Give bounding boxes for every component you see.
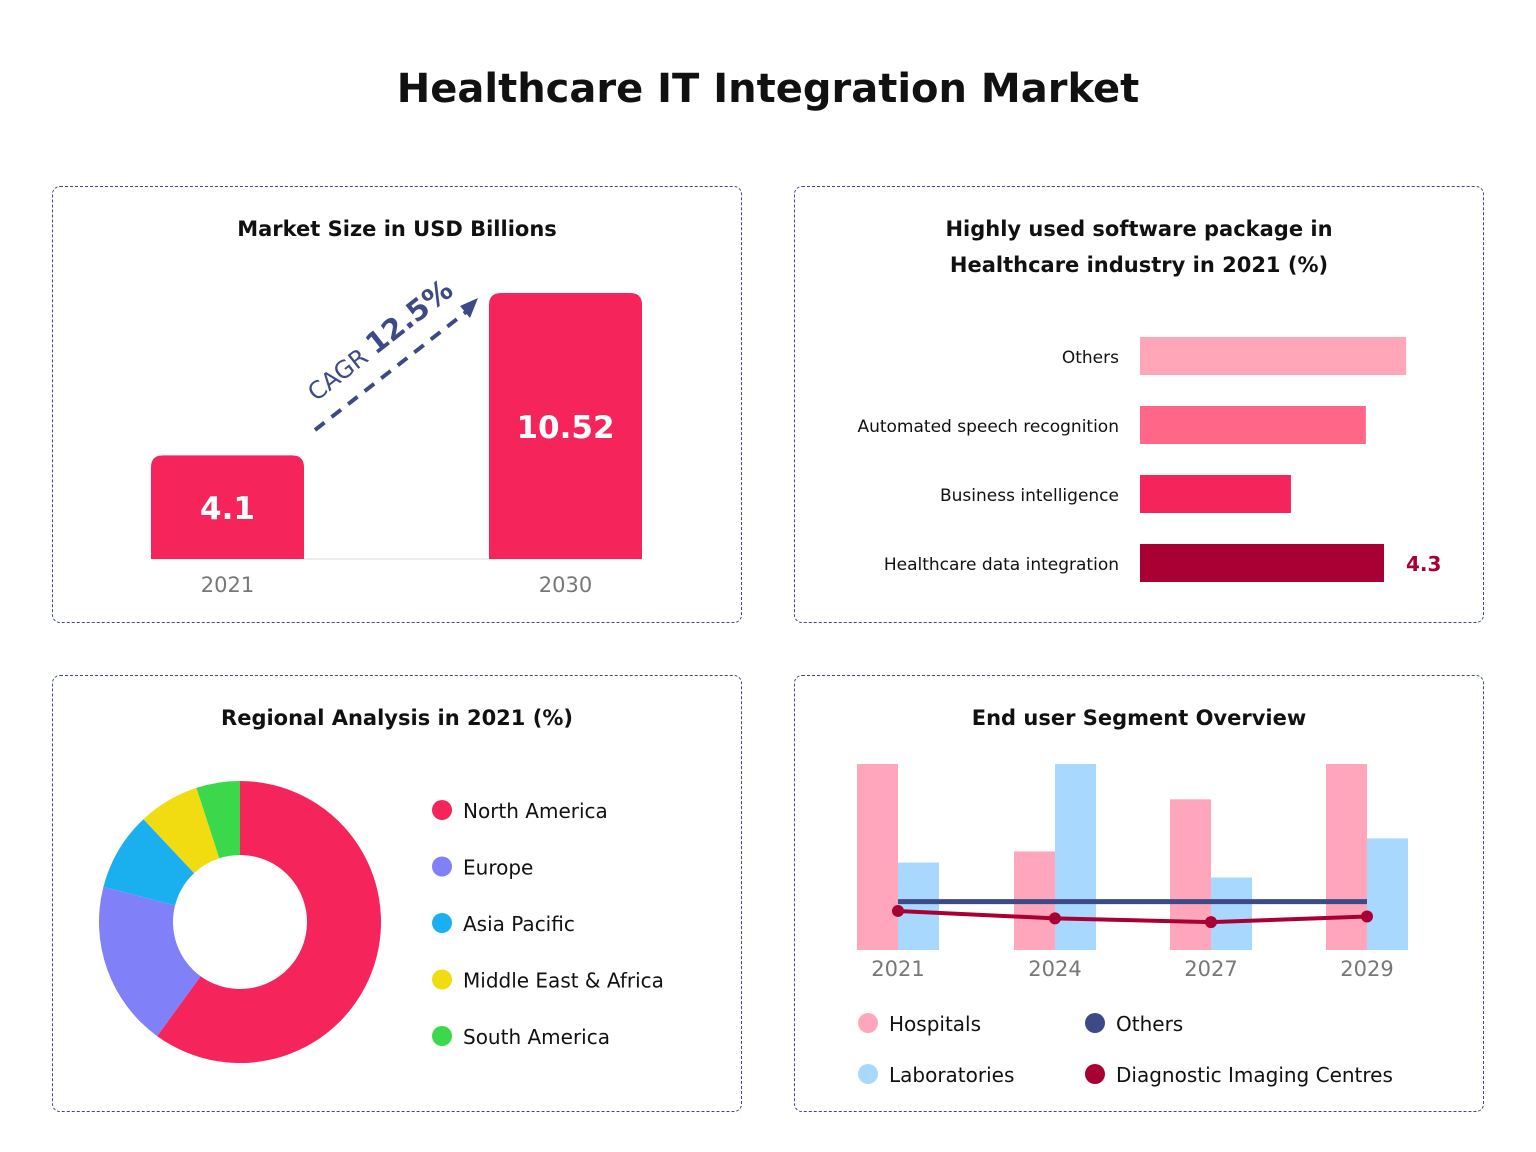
bar-Laboratories-2027 bbox=[1211, 877, 1252, 950]
bar-Hospitals-2027 bbox=[1170, 799, 1211, 950]
hbar-0 bbox=[1140, 337, 1407, 375]
legend-label: Others bbox=[1116, 1012, 1183, 1036]
category-label: Business intelligence bbox=[940, 486, 1119, 506]
legend-label: South America bbox=[463, 1025, 610, 1049]
bar-value-label: 10.52 bbox=[516, 410, 614, 446]
software-panel: Highly used software package in Healthca… bbox=[794, 186, 1484, 623]
legend-marker-icon bbox=[432, 913, 452, 933]
software-title-line1: Highly used software package in bbox=[945, 217, 1333, 241]
hbar-2 bbox=[1140, 475, 1291, 513]
legend-marker-icon bbox=[432, 1026, 452, 1046]
legend-marker-icon bbox=[432, 856, 452, 877]
line-point bbox=[1049, 912, 1061, 925]
bar-value-label: 4.1 bbox=[200, 491, 255, 527]
market-size-panel: Market Size in USD Billions bbox=[52, 186, 742, 623]
cagr-annotation: CAGR 12.5% bbox=[299, 272, 459, 407]
legend-label: North America bbox=[463, 799, 608, 823]
hbar-3 bbox=[1140, 544, 1384, 582]
end-user-title: End user Segment Overview bbox=[971, 706, 1307, 730]
software-title: Highly used software package in Healthca… bbox=[795, 211, 1483, 283]
legend-label: Diagnostic Imaging Centres bbox=[1116, 1063, 1393, 1087]
legend-label: Asia Pacific bbox=[463, 912, 575, 936]
x-tick-label: 2027 bbox=[1184, 957, 1237, 981]
bar-Laboratories-2029 bbox=[1367, 838, 1408, 950]
donut-slice-0 bbox=[157, 781, 381, 1063]
regional-title: Regional Analysis in 2021 (%) bbox=[221, 706, 573, 730]
legend-label: Laboratories bbox=[889, 1063, 1014, 1087]
end-user-panel: End user Segment Overview bbox=[794, 675, 1484, 1112]
category-label: Others bbox=[1062, 348, 1119, 368]
bar-2030 bbox=[489, 293, 642, 559]
bar-value-label: 4.3 bbox=[1406, 552, 1441, 576]
bar-2021 bbox=[151, 455, 304, 559]
category-label: Healthcare data integration bbox=[884, 555, 1119, 575]
legend-label: Middle East & Africa bbox=[463, 969, 664, 993]
cagr-arrow-line bbox=[313, 310, 468, 432]
bar-Laboratories-2024 bbox=[1055, 764, 1096, 950]
x-tick-label: 2029 bbox=[1340, 957, 1393, 981]
donut-slice-3 bbox=[143, 787, 220, 874]
category-label: Automated speech recognition bbox=[857, 417, 1119, 437]
legend-marker-icon bbox=[858, 1013, 878, 1033]
legend-marker-icon bbox=[1085, 1013, 1105, 1033]
software-title-line2: Healthcare industry in 2021 (%) bbox=[949, 253, 1329, 277]
legend-marker-icon bbox=[432, 800, 452, 820]
legend-marker-icon bbox=[1085, 1064, 1105, 1084]
x-tick-label: 2030 bbox=[539, 573, 592, 597]
bar-Hospitals-2021 bbox=[857, 764, 898, 950]
page-title: Healthcare IT Integration Market bbox=[396, 66, 1140, 112]
line-point bbox=[1205, 916, 1217, 929]
bar-Laboratories-2021 bbox=[898, 862, 939, 950]
legend-label: Hospitals bbox=[889, 1012, 981, 1036]
legend-label: Europe bbox=[463, 856, 533, 880]
donut-slice-2 bbox=[103, 819, 195, 906]
cagr-arrowhead-icon bbox=[460, 298, 478, 318]
x-tick-label: 2024 bbox=[1028, 957, 1081, 981]
hbar-1 bbox=[1140, 406, 1366, 444]
market-size-title: Market Size in USD Billions bbox=[237, 217, 557, 241]
regional-panel: Regional Analysis in 2021 (%) bbox=[52, 675, 742, 1112]
legend-marker-icon bbox=[432, 969, 452, 990]
line-Diagnostic Imaging Centres bbox=[897, 908, 1368, 925]
line-point bbox=[1361, 910, 1373, 923]
x-tick-label: 2021 bbox=[871, 957, 924, 981]
donut-slice-1 bbox=[99, 886, 201, 1037]
bar-Hospitals-2029 bbox=[1326, 764, 1367, 950]
line-point bbox=[892, 904, 904, 917]
x-tick-label: 2021 bbox=[201, 573, 254, 597]
donut-slice-4 bbox=[196, 781, 240, 859]
legend-marker-icon bbox=[858, 1064, 878, 1084]
